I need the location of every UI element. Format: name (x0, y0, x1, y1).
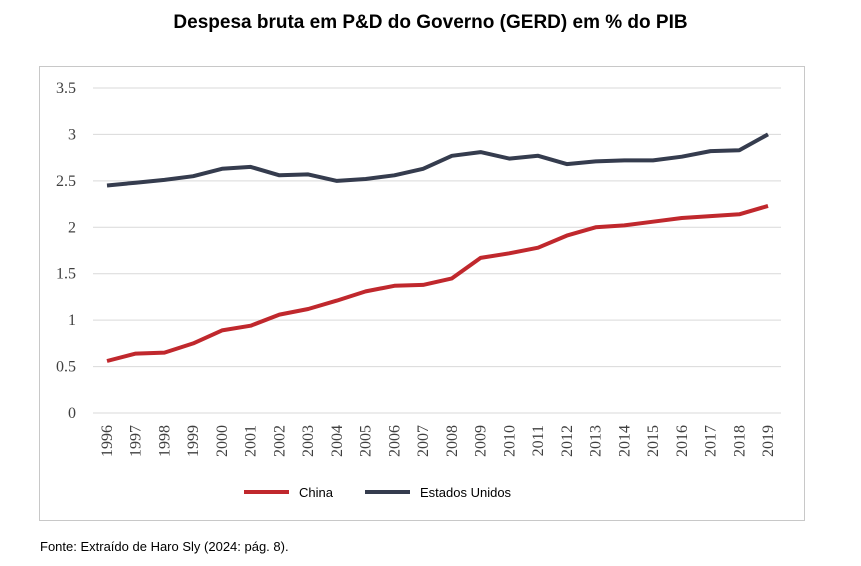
x-tick-label: 1997 (128, 425, 145, 457)
x-tick-label: 2001 (243, 425, 260, 457)
x-tick-label: 2019 (760, 425, 777, 457)
y-tick-label: 2 (68, 219, 76, 236)
series-line-0 (106, 203, 769, 363)
x-tick-label: 1996 (99, 425, 116, 457)
legend-label: China (299, 485, 334, 500)
x-tick-label: 2000 (214, 425, 231, 457)
x-tick-label: 2017 (703, 425, 720, 457)
series-lines (106, 132, 769, 363)
legend: China Estados Unidos (244, 485, 512, 500)
x-tick-label: 2013 (588, 425, 605, 457)
x-tick-label: 1998 (156, 425, 173, 457)
x-tick-label: 2009 (473, 425, 490, 457)
y-tick-label: 0.5 (56, 359, 76, 376)
x-axis-ticks: 1996 1997 1998 1999 2000 2001 2002 2003 2004 2005… (99, 425, 777, 457)
y-tick-label: 3 (68, 126, 76, 143)
chart-title: Despesa bruta em P&D do Governo (GERD) e… (173, 12, 688, 33)
y-tick-label: 2.5 (56, 173, 76, 190)
x-tick-label: 2018 (731, 425, 748, 457)
chart-frame (39, 66, 805, 521)
series-line-1 (106, 132, 769, 188)
x-tick-label: 2003 (300, 425, 317, 457)
gridlines (93, 87, 781, 414)
x-tick-label: 2005 (358, 425, 375, 457)
x-tick-label: 2014 (616, 425, 633, 457)
x-tick-label: 2015 (645, 425, 662, 457)
x-tick-label: 2008 (444, 425, 461, 457)
y-tick-label: 1.5 (56, 266, 76, 283)
legend-label: Estados Unidos (420, 485, 512, 500)
x-tick-label: 2011 (530, 425, 547, 456)
x-tick-label: 2016 (674, 425, 691, 457)
source-note: Fonte: Extraído de Haro Sly (2024: pág. … (40, 539, 289, 554)
x-tick-label: 2002 (271, 425, 288, 457)
x-tick-label: 2007 (415, 425, 432, 457)
y-axis-ticks: 0 0.5 1 1.5 2 2.5 3 3.5 (56, 80, 76, 422)
y-tick-label: 3.5 (56, 80, 76, 97)
x-tick-label: 2010 (501, 425, 518, 457)
x-tick-label: 2006 (386, 425, 403, 457)
y-tick-label: 1 (68, 312, 76, 329)
x-tick-label: 2012 (559, 425, 576, 457)
y-tick-label: 0 (68, 405, 76, 422)
x-tick-label: 2004 (329, 425, 346, 457)
x-tick-label: 1999 (185, 425, 202, 457)
